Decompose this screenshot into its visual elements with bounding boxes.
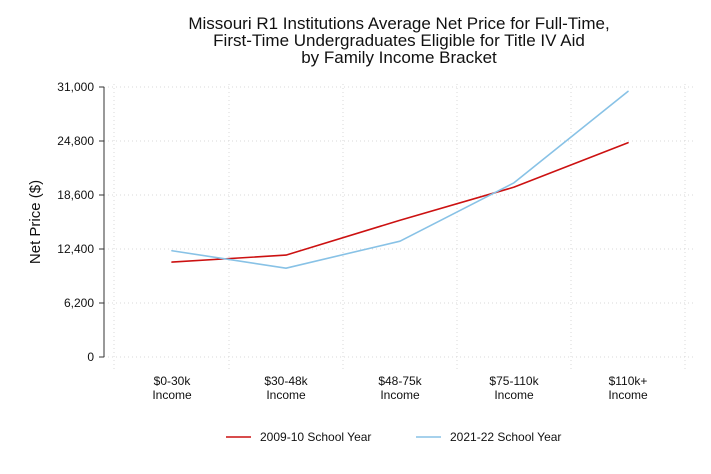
chart-title-line: by Family Income Bracket [301, 48, 497, 67]
y-tick-label: 31,000 [57, 80, 94, 94]
x-tick-label: Income [152, 388, 192, 402]
y-tick-label: 12,400 [57, 242, 94, 256]
x-tick-label: $30-48k [264, 374, 308, 388]
axes: 06,20012,40018,60024,80031,000$0-30kInco… [27, 80, 648, 402]
legend: 2009-10 School Year 2021-22 School Year [226, 430, 561, 444]
x-tick-label: $110k+ [609, 374, 648, 388]
y-axis-title: Net Price ($) [27, 180, 44, 264]
chart-title: Missouri R1 Institutions Average Net Pri… [188, 14, 609, 67]
x-tick-label: Income [494, 388, 534, 402]
chart-title-line: First-Time Undergraduates Eligible for T… [213, 31, 585, 50]
series-line-1 [171, 141, 629, 263]
chart-title-line: Missouri R1 Institutions Average Net Pri… [188, 14, 609, 33]
x-tick-label: $75-110k [489, 374, 539, 388]
y-tick-label: 24,800 [57, 134, 94, 148]
y-tick-label: 6,200 [64, 296, 94, 310]
legend-label: 2021-22 School Year [450, 430, 561, 444]
series-line-2 [171, 90, 629, 269]
y-tick-label: 18,600 [57, 188, 94, 202]
x-tick-label: Income [380, 388, 420, 402]
grid-lines [104, 84, 694, 370]
legend-label: 2009-10 School Year [260, 430, 371, 444]
x-tick-label: $48-75k [378, 374, 422, 388]
x-tick-label: $0-30k [154, 374, 192, 388]
series-lines [171, 90, 629, 269]
x-tick-label: Income [266, 388, 306, 402]
y-tick-label: 0 [87, 350, 94, 364]
x-tick-label: Income [608, 388, 648, 402]
